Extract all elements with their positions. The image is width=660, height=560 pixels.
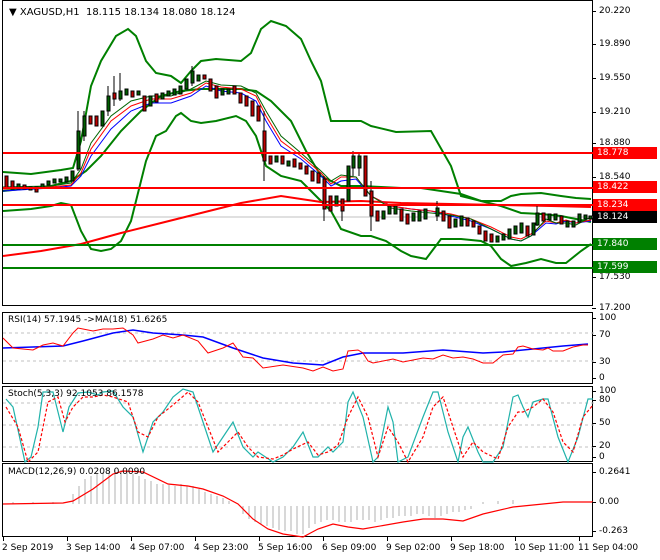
price-tick: 20.220: [592, 6, 631, 16]
price-chart-canvas: [3, 19, 594, 269]
rsi-pane[interactable]: RSI(14) 57.1945 ->MA(18) 51.6265: [2, 312, 594, 384]
macd-tick: -0.263: [591, 526, 628, 536]
price-tick: 19.550: [592, 73, 631, 83]
macd-canvas: [3, 470, 593, 538]
rsi-tick: 0: [592, 373, 605, 383]
level-label-support: 17.599: [593, 261, 657, 273]
price-chart-pane[interactable]: ▼ XAGUSD,H1 18.115 18.134 18.080 18.124: [2, 0, 594, 306]
candles: [4, 66, 593, 243]
stochastic-canvas: [3, 388, 594, 463]
price-tick: 18.880: [592, 138, 631, 148]
macd-pane[interactable]: MACD(12,26,9) 0.0208 0.0090: [2, 463, 593, 538]
rsi-tick: 30: [591, 357, 610, 367]
time-label: 10 Sep 11:00: [514, 543, 575, 553]
stoch-tick: 100: [591, 386, 616, 396]
macd-tick: 0.00: [591, 497, 619, 507]
stochastic-title: Stoch(5,3,3) 92.1053 86.1578: [8, 389, 144, 399]
level-label-resistance: 18.778: [593, 147, 657, 159]
macd-title: MACD(12,26,9) 0.0208 0.0090: [8, 467, 146, 477]
time-label: 5 Sep 16:00: [258, 543, 313, 553]
stoch-tick: 80: [591, 395, 610, 405]
time-label: 4 Sep 23:00: [194, 543, 249, 553]
price-tick: 17.530: [592, 272, 631, 282]
price-tick: 19.890: [592, 39, 631, 49]
triangle-down-icon[interactable]: ▼: [9, 7, 17, 18]
stoch-tick: 0: [592, 452, 605, 462]
stoch-tick: 50: [591, 418, 610, 428]
stochastic-axis: 100 80 50 20 0: [591, 386, 660, 462]
chart-title: ▼ XAGUSD,H1 18.115 18.134 18.080 18.124: [9, 7, 235, 18]
rsi-tick: 100: [591, 313, 616, 323]
level-label-resistance: 18.234: [593, 199, 657, 211]
price-tick: 17.200: [592, 303, 631, 313]
time-label: 6 Sep 09:00: [322, 543, 377, 553]
price-axis: 20.220 19.890 19.550 19.210 18.880 18.54…: [592, 0, 660, 313]
time-label: 9 Sep 18:00: [450, 543, 505, 553]
time-label: 4 Sep 07:00: [130, 543, 185, 553]
time-label: 2 Sep 2019: [2, 543, 54, 553]
time-label: 11 Sep 04:00: [578, 543, 639, 553]
time-label: 9 Sep 02:00: [386, 543, 441, 553]
rsi-title: RSI(14) 57.1945 ->MA(18) 51.6265: [8, 315, 168, 325]
rsi-canvas: [3, 327, 594, 372]
level-label-support: 17.840: [593, 238, 657, 250]
price-tick: 18.540: [592, 172, 631, 182]
current-price-label: 18.124: [593, 211, 657, 223]
symbol-label: XAGUSD,H1: [19, 7, 80, 18]
macd-tick: 0.2641: [592, 467, 631, 477]
macd-axis: 0.2641 0.00 -0.263: [591, 463, 660, 537]
stochastic-pane[interactable]: Stoch(5,3,3) 92.1053 86.1578: [2, 386, 594, 463]
rsi-axis: 100 70 30 0: [591, 312, 660, 384]
stoch-tick: 20: [591, 441, 610, 451]
ohlc-values: 18.115 18.134 18.080 18.124: [85, 7, 236, 18]
level-label-resistance: 18.422: [593, 181, 657, 193]
rsi-tick: 70: [591, 330, 610, 340]
price-tick: 19.210: [592, 107, 631, 117]
time-label: 3 Sep 14:00: [66, 543, 121, 553]
